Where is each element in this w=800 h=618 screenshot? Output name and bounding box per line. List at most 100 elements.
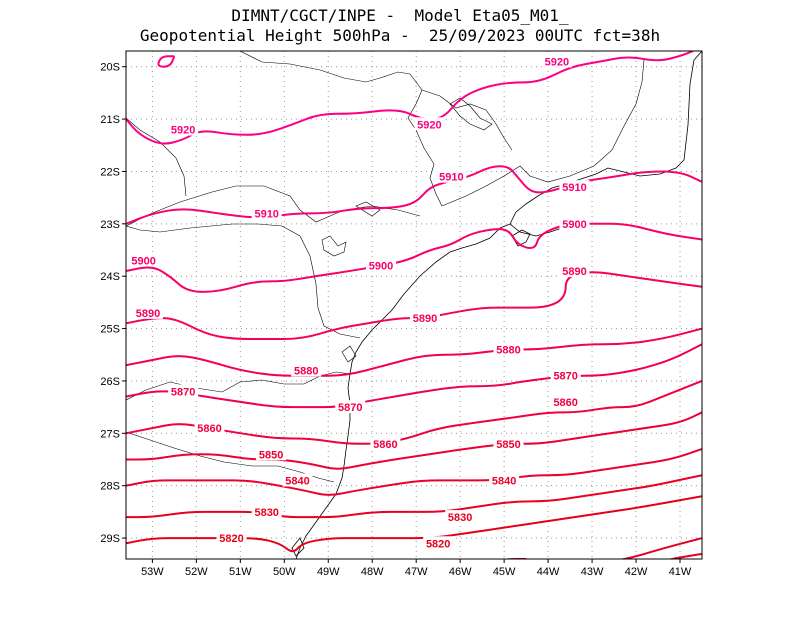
lon-tick-label: 47W xyxy=(405,566,428,578)
contour-label-5870: 5870 xyxy=(171,386,195,398)
contour-label-5830: 5830 xyxy=(254,507,278,519)
contour-5790 xyxy=(667,552,702,559)
bay-outline xyxy=(511,229,531,247)
contour-label-5920: 5920 xyxy=(545,56,569,68)
contour-label-bg xyxy=(251,504,282,518)
geography xyxy=(126,51,702,559)
lon-tick-label: 43W xyxy=(581,566,604,578)
lagoon-outline xyxy=(291,537,305,557)
contour-label-bg xyxy=(168,122,199,136)
contour-label-bg xyxy=(445,510,476,524)
lat-tick-label: 21S xyxy=(100,114,120,126)
contour-label-bg xyxy=(559,180,590,194)
lon-tick-label: 48W xyxy=(361,566,384,578)
state-border-ms-pr xyxy=(126,223,361,339)
contour-labels: 5920 5920 5920 5910 5910 5910 5900 5900 5900 5890… xyxy=(128,54,590,550)
reservoir xyxy=(449,97,493,131)
border-misc xyxy=(421,89,513,151)
contour-5840 xyxy=(126,448,702,496)
contour-5910 xyxy=(126,165,702,225)
lat-tick-label: 24S xyxy=(100,271,120,283)
contour-label-5900: 5900 xyxy=(369,261,393,273)
lon-tick-label: 50W xyxy=(273,566,296,578)
state-border-pr-sp xyxy=(126,185,421,227)
contour-label-5830: 5830 xyxy=(448,512,472,524)
contour-label-5910: 5910 xyxy=(439,172,463,184)
contour-label-bg xyxy=(541,54,572,68)
contour-label-5850: 5850 xyxy=(259,449,283,461)
contour-label-5880: 5880 xyxy=(496,345,520,357)
contour-label-bg xyxy=(370,436,401,450)
contour-5810 xyxy=(500,558,527,559)
contour-label-5860: 5860 xyxy=(553,397,577,409)
contour-5820 xyxy=(126,495,702,553)
contour-label-bg xyxy=(559,263,590,277)
contour-label-bg xyxy=(423,536,454,550)
lat-tick-label: 26S xyxy=(100,376,120,388)
contour-label-bg xyxy=(493,342,524,356)
lat-tick-label: 20S xyxy=(100,62,120,74)
contour-label-5900: 5900 xyxy=(131,255,155,267)
lon-tick-label: 51W xyxy=(229,566,252,578)
contour-label-5910: 5910 xyxy=(562,182,586,194)
contour-label-bg xyxy=(489,473,520,487)
contour-label-5890: 5890 xyxy=(136,308,160,320)
contour-label-bg xyxy=(414,117,445,131)
lon-tick-label: 49W xyxy=(317,566,340,578)
contour-label-5920: 5920 xyxy=(171,125,195,137)
contour-label-bg xyxy=(366,258,397,272)
contour-label-bg xyxy=(493,436,524,450)
contour-label-5870: 5870 xyxy=(338,402,362,414)
contour-label-bg xyxy=(128,253,159,267)
lon-tick-label: 46W xyxy=(449,566,472,578)
lon-tick-label: 42W xyxy=(625,566,648,578)
lon-tick-label: 52W xyxy=(185,566,208,578)
lon-tick-label: 44W xyxy=(537,566,560,578)
contour-5830 xyxy=(126,474,702,519)
reservoir xyxy=(355,201,381,217)
chart-title-line-1: DIMNT/CGCT/INPE - Model Eta05_M01_ xyxy=(231,6,569,25)
chart-title-line-2: Geopotential Height 500hPa - 25/09/2023 … xyxy=(139,26,661,45)
contour-label-5840: 5840 xyxy=(492,475,516,487)
contour-label-5890: 5890 xyxy=(413,313,437,325)
contour-5870 xyxy=(126,343,702,409)
contour-5900 xyxy=(126,222,702,293)
lon-tick-label: 45W xyxy=(493,566,516,578)
lat-tick-label: 22S xyxy=(100,166,120,178)
contour-label-bg xyxy=(291,363,322,377)
contour-label-bg xyxy=(194,421,225,435)
contour-label-5910: 5910 xyxy=(254,208,278,220)
contour-label-bg xyxy=(256,447,287,461)
contour-label-bg xyxy=(168,384,199,398)
state-border-go-mg xyxy=(126,117,187,197)
contour-label-5820: 5820 xyxy=(426,538,450,550)
contour-label-bg xyxy=(335,400,366,414)
contour-label-bg xyxy=(282,473,313,487)
contour-5880 xyxy=(126,327,702,377)
contour-label-5850: 5850 xyxy=(496,439,520,451)
contour-lines xyxy=(126,51,702,559)
lat-tick-label: 23S xyxy=(100,219,120,231)
contour-label-5860: 5860 xyxy=(197,423,221,435)
contour-label-bg xyxy=(436,169,467,183)
lat-tick-label: 27S xyxy=(100,428,120,440)
contour-5850 xyxy=(126,411,702,470)
contour-5920 xyxy=(157,55,176,68)
contour-label-5880: 5880 xyxy=(294,365,318,377)
state-border-mg-rj-es xyxy=(441,59,645,207)
lat-tick-label: 25S xyxy=(100,324,120,336)
contour-label-5820: 5820 xyxy=(219,533,243,545)
lon-tick-label: 41W xyxy=(669,566,692,578)
plot-frame xyxy=(125,50,703,560)
contour-label-5860: 5860 xyxy=(373,439,397,451)
lat-tick-label: 29S xyxy=(100,533,120,545)
contour-label-bg xyxy=(216,531,247,545)
coastline xyxy=(295,51,702,559)
contour-label-5900: 5900 xyxy=(562,219,586,231)
contour-label-bg xyxy=(132,305,163,319)
lat-tick-label: 28S xyxy=(100,481,120,493)
contour-label-bg xyxy=(550,394,581,408)
contour-label-bg xyxy=(559,216,590,230)
reservoir xyxy=(341,345,357,363)
